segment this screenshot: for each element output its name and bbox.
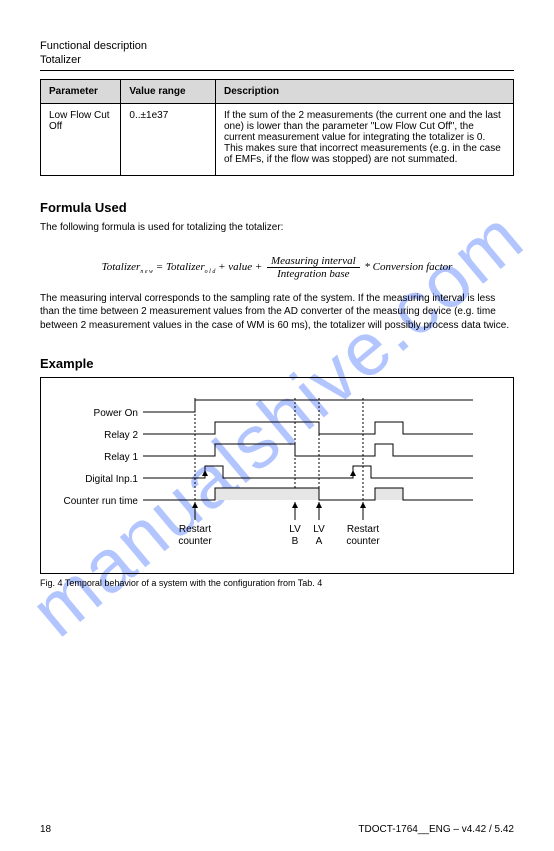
footer-page-number: 18	[40, 824, 51, 835]
svg-text:B: B	[292, 536, 299, 547]
header-title: Functional description	[40, 40, 514, 52]
formula-frac-den: Integration base	[267, 268, 360, 280]
table-row: Low Flow Cut Off 0..±1e37 If the sum of …	[41, 104, 514, 176]
cell-value-range: 0..±1e37	[121, 104, 216, 176]
figure-caption: Fig. 4 Temporal behavior of a system wit…	[40, 578, 514, 588]
formula-plus-value: + value +	[218, 261, 265, 273]
page-footer: 18 TDOCT-1764__ENG – v4.42 / 5.42	[40, 824, 514, 835]
param-table: Parameter Value range Description Low Fl…	[40, 79, 514, 176]
svg-text:Restart: Restart	[179, 524, 211, 535]
page-container: Functional description Totalizer Paramet…	[0, 0, 554, 618]
svg-text:counter: counter	[346, 536, 380, 547]
col-description: Description	[216, 80, 514, 104]
formula-times-cf: * Conversion factor	[364, 261, 452, 273]
cell-description: If the sum of the 2 measurements (the cu…	[216, 104, 514, 176]
formula-note: The measuring interval corresponds to th…	[40, 292, 514, 333]
svg-text:A: A	[316, 536, 323, 547]
formula-sub-old: o l d	[205, 269, 216, 275]
section-heading-formula: Formula Used	[40, 200, 514, 215]
svg-text:Power On: Power On	[94, 408, 138, 419]
section-heading-example: Example	[40, 356, 514, 371]
svg-text:Counter run time: Counter run time	[64, 496, 139, 507]
header-subtitle: Totalizer	[40, 54, 514, 66]
formula-intro: The following formula is used for totali…	[40, 221, 514, 235]
svg-text:LV: LV	[289, 524, 301, 535]
header-rule	[40, 70, 514, 71]
formula-fraction: Measuring interval Integration base	[267, 255, 360, 280]
col-value-range: Value range	[121, 80, 216, 104]
timing-figure: Power On Relay 2 Relay 1 Digital Inp.1 Count…	[40, 377, 514, 574]
timing-diagram-svg: Power On Relay 2 Relay 1 Digital Inp.1 Count…	[53, 392, 483, 562]
svg-text:Relay 1: Relay 1	[104, 452, 138, 463]
formula: Totalizern e w = Totalizero l d + value …	[40, 255, 514, 280]
formula-frac-num: Measuring interval	[267, 255, 360, 268]
col-parameter: Parameter	[41, 80, 121, 104]
formula-eq: =	[156, 261, 166, 273]
formula-sub-new: n e w	[140, 269, 153, 275]
svg-text:LV: LV	[313, 524, 325, 535]
footer-doc-id: TDOCT-1764__ENG – v4.42 / 5.42	[358, 824, 514, 835]
cell-parameter: Low Flow Cut Off	[41, 104, 121, 176]
svg-text:Relay 2: Relay 2	[104, 430, 138, 441]
svg-text:Restart: Restart	[347, 524, 379, 535]
formula-tot-new: Totalizer	[102, 261, 141, 273]
svg-text:counter: counter	[178, 536, 212, 547]
formula-tot-old: Totalizer	[166, 261, 205, 273]
svg-text:Digital Inp.1: Digital Inp.1	[85, 474, 138, 485]
